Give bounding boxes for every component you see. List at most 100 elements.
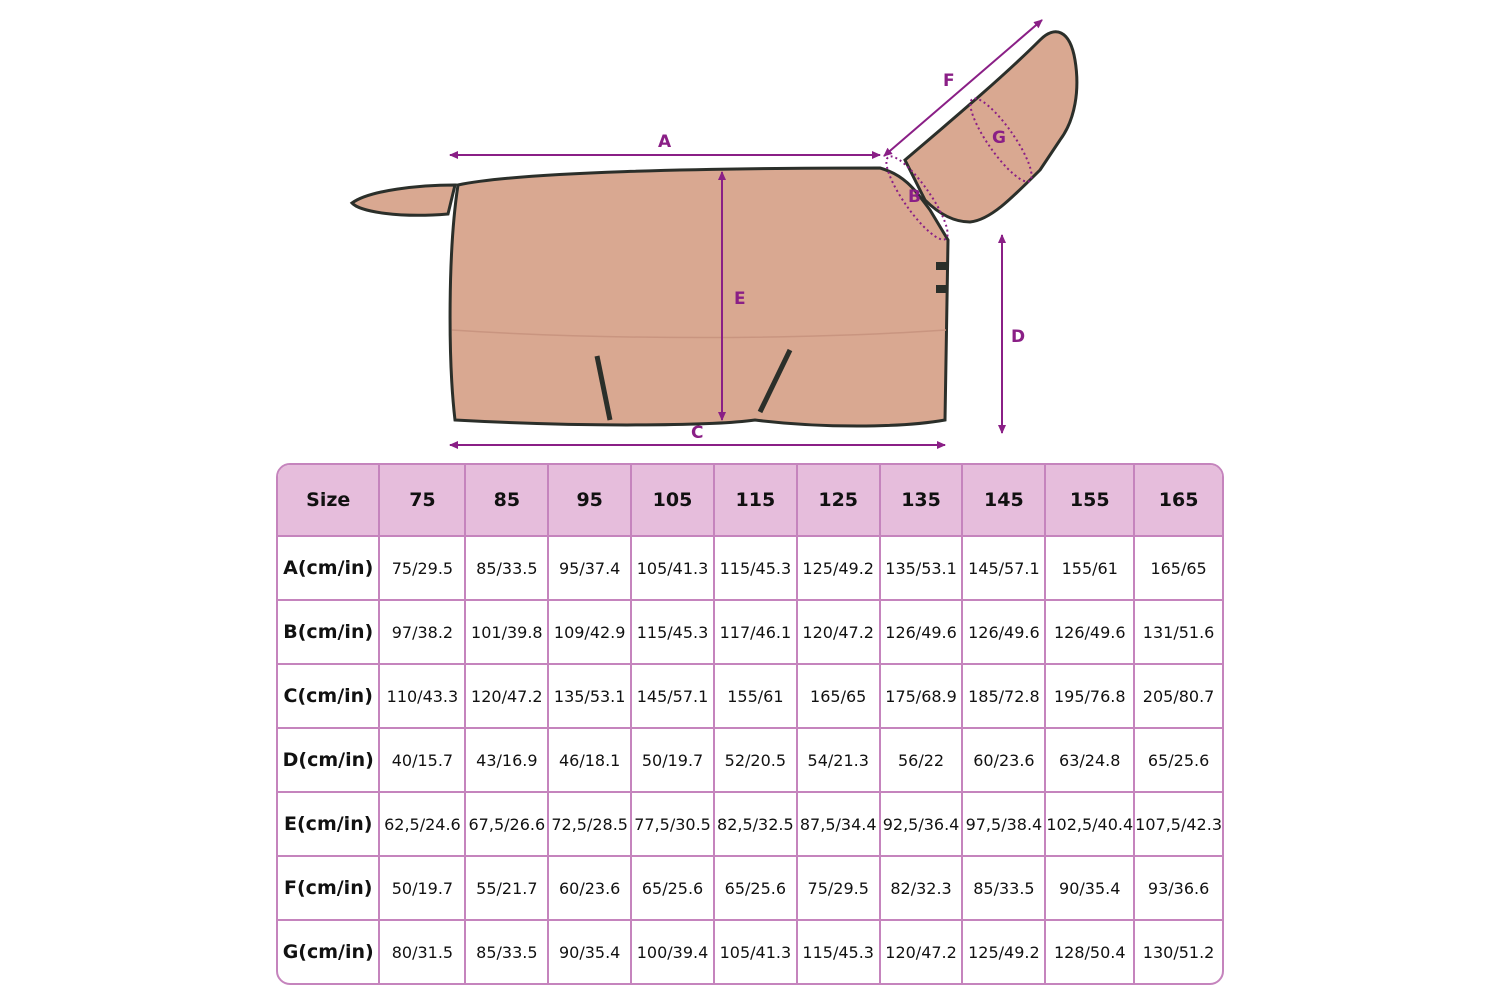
table-cell: 97/38.2 [380, 601, 467, 665]
horse-rug-diagram: A C E D F B G [349, 19, 1079, 449]
table-cell: 67,5/26.6 [466, 793, 550, 857]
table-cell: 126/49.6 [963, 601, 1047, 665]
table-cell: 56/22 [880, 729, 964, 793]
header-cell: Size [278, 465, 381, 537]
table-cell: 75/29.5 [797, 857, 881, 921]
table-row: E(cm/in) 62,5/24.6 67,5/26.6 72,5/28.5 77,5/… [278, 793, 1222, 857]
table-header-row: Size 75 85 95 105 115 125 135 145 155 16… [278, 465, 1222, 537]
table-cell: 92,5/36.4 [880, 793, 964, 857]
header-cell: 125 [797, 465, 881, 537]
table-cell: 115/45.3 [714, 537, 798, 601]
table-cell: 60/23.6 [549, 857, 633, 921]
row-label: F(cm/in) [278, 857, 381, 921]
table-cell: 62,5/24.6 [380, 793, 467, 857]
label-b: B [908, 187, 921, 207]
size-table: Size 75 85 95 105 115 125 135 145 155 16… [276, 463, 1224, 985]
table-cell: 87,5/34.4 [797, 793, 881, 857]
table-cell: 115/45.3 [632, 601, 715, 665]
table-cell: 185/72.8 [963, 665, 1047, 729]
table-cell: 145/57.1 [632, 665, 715, 729]
table-cell: 82,5/32.5 [714, 793, 798, 857]
header-cell: 75 [380, 465, 467, 537]
table-cell: 120/47.2 [797, 601, 881, 665]
table-row: A(cm/in) 75/29.5 85/33.5 95/37.4 105/41.3 115… [278, 537, 1222, 601]
row-label: G(cm/in) [278, 921, 381, 983]
row-label: E(cm/in) [278, 793, 381, 857]
table-cell: 40/15.7 [380, 729, 467, 793]
rug-tail-flap [349, 183, 457, 217]
table-cell: 165/65 [797, 665, 881, 729]
table-row: G(cm/in) 80/31.5 85/33.5 90/35.4 100/39.4 105… [278, 921, 1222, 983]
table-cell: 90/35.4 [549, 921, 633, 983]
table-cell: 65/25.6 [714, 857, 798, 921]
table-cell: 50/19.7 [380, 857, 467, 921]
label-a: A [658, 132, 672, 152]
table-cell: 155/61 [714, 665, 798, 729]
header-cell: 145 [963, 465, 1047, 537]
table-cell: 105/41.3 [632, 537, 715, 601]
table-cell: 195/76.8 [1046, 665, 1136, 729]
table-cell: 109/42.9 [549, 601, 633, 665]
table-cell: 75/29.5 [380, 537, 467, 601]
label-f: F [943, 71, 955, 91]
table-cell: 128/50.4 [1046, 921, 1136, 983]
table-row: D(cm/in) 40/15.7 43/16.9 46/18.1 50/19.7 52/2… [278, 729, 1222, 793]
row-label: A(cm/in) [278, 537, 381, 601]
table-cell: 117/46.1 [714, 601, 798, 665]
header-cell: 155 [1046, 465, 1136, 537]
table-cell: 65/25.6 [1135, 729, 1222, 793]
rug-body [448, 166, 950, 428]
table-cell: 77,5/30.5 [632, 793, 715, 857]
table-cell: 55/21.7 [466, 857, 550, 921]
row-label: C(cm/in) [278, 665, 381, 729]
table-cell: 100/39.4 [632, 921, 715, 983]
table-cell: 205/80.7 [1135, 665, 1222, 729]
table-cell: 145/57.1 [963, 537, 1047, 601]
table-cell: 54/21.3 [797, 729, 881, 793]
table-cell: 125/49.2 [963, 921, 1047, 983]
table-cell: 135/53.1 [549, 665, 633, 729]
table-cell: 107,5/42.3 [1135, 793, 1222, 857]
table-cell: 63/24.8 [1046, 729, 1136, 793]
table-cell: 43/16.9 [466, 729, 550, 793]
table-cell: 155/61 [1046, 537, 1136, 601]
table-cell: 65/25.6 [632, 857, 715, 921]
header-cell: 135 [880, 465, 964, 537]
header-cell: 95 [549, 465, 633, 537]
table-row: C(cm/in) 110/43.3 120/47.2 135/53.1 145/57.1… [278, 665, 1222, 729]
row-label: B(cm/in) [278, 601, 381, 665]
table-cell: 130/51.2 [1142, 942, 1215, 962]
table-cell: 102,5/40.4 [1046, 793, 1136, 857]
table-cell: 165/65 [1135, 537, 1222, 601]
header-cell: 165 [1135, 465, 1222, 537]
table-cell: 125/49.2 [797, 537, 881, 601]
label-e: E [734, 289, 746, 309]
table-cell: 72,5/28.5 [549, 793, 633, 857]
table-row: F(cm/in) 50/19.7 55/21.7 60/23.6 65/25.6 65/2… [278, 857, 1222, 921]
table-cell: 90/35.4 [1046, 857, 1136, 921]
table-cell: 95/37.4 [549, 537, 633, 601]
header-cell: 105 [632, 465, 715, 537]
table-cell: 97,5/38.4 [963, 793, 1047, 857]
table-cell: 85/33.5 [466, 921, 550, 983]
table-cell: 93/36.6 [1135, 857, 1222, 921]
table-cell: 126/49.6 [1046, 601, 1136, 665]
table-cell: 135/53.1 [880, 537, 964, 601]
table-cell: 101/39.8 [466, 601, 550, 665]
table-cell: 120/47.2 [466, 665, 550, 729]
label-d: D [1011, 327, 1025, 347]
table-cell: 110/43.3 [380, 665, 467, 729]
measure-arrow-f [883, 19, 1043, 157]
table-cell: 80/31.5 [380, 921, 467, 983]
table-cell: 60/23.6 [963, 729, 1047, 793]
label-c: C [691, 423, 703, 443]
header-cell: 85 [466, 465, 550, 537]
table-cell: 85/33.5 [466, 537, 550, 601]
header-cell: 115 [714, 465, 798, 537]
table-cell: 120/47.2 [881, 921, 964, 983]
table-cell: 115/45.3 [798, 921, 881, 983]
label-g: G [992, 128, 1006, 148]
table-cell: 105/41.3 [715, 921, 798, 983]
table-cell: 131/51.6 [1135, 601, 1222, 665]
table-cell: 82/32.3 [880, 857, 964, 921]
